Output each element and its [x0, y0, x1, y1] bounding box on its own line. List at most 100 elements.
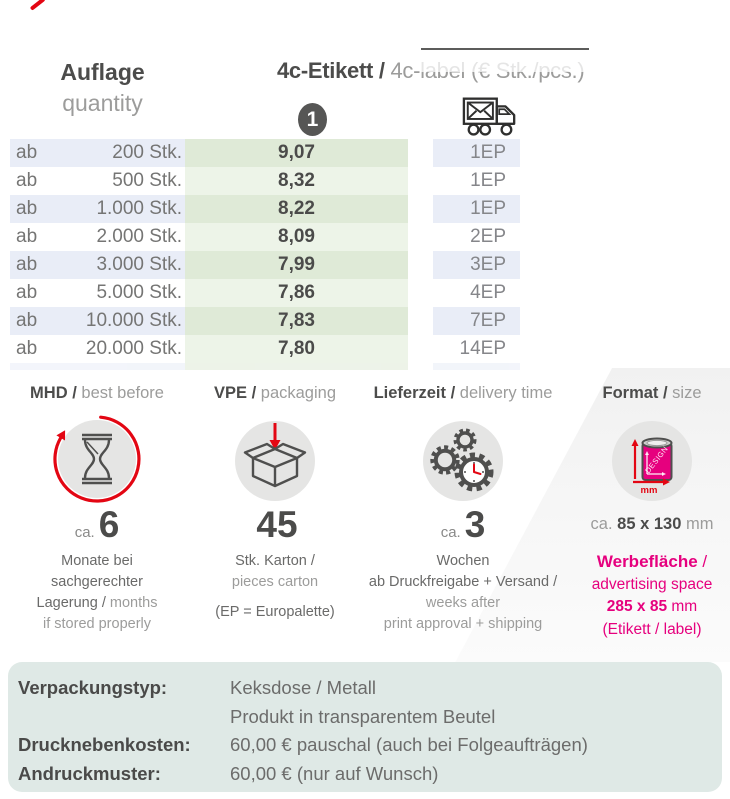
quantity-header-en: quantity: [62, 90, 143, 116]
price-cell: 7,99: [185, 251, 408, 279]
ab-prefix: ab: [16, 338, 38, 359]
vpe-value-number: 45: [256, 504, 298, 545]
envelope-delivery-truck-icon: [462, 97, 516, 136]
text-segment: Monate bei: [61, 553, 133, 569]
text-segment: advertising space: [591, 575, 713, 593]
quantity-cell: ab 500 Stk.: [10, 167, 185, 195]
red-corner-mark: [29, 0, 46, 11]
lieferzeit-description: Wochen ab Druckfreigabe + Versand / weeks …: [369, 551, 557, 635]
price-cell: 9,07: [185, 139, 408, 167]
price-row: ab 3.000 Stk. 7,99 3EP: [10, 251, 520, 279]
price-row: ab 500 Stk. 8,32 1EP: [10, 167, 520, 195]
quantity-value: 1.000 Stk.: [96, 198, 182, 219]
price-row: ab 1.000 Stk. 8,22 1EP: [10, 195, 520, 223]
quantity-value: 2.000 Stk.: [96, 226, 182, 247]
text-line: Werbefläche /: [592, 551, 713, 574]
mhd-value: ca. 6: [75, 505, 120, 549]
text-line: if stored properly: [37, 614, 158, 635]
text-segment: /: [697, 552, 708, 571]
quantity-cell: ab 10.000 Stk.: [10, 307, 185, 335]
pallets-cell: 1EP: [470, 170, 506, 191]
quantity-column-header: Auflage quantity: [30, 57, 175, 119]
text-segment: ca.: [590, 515, 618, 533]
mhd-value-prefix: ca.: [74, 524, 95, 541]
text-segment: if stored properly: [43, 616, 151, 632]
quantity-value: 500 Stk.: [112, 170, 182, 191]
text-segment: Stk. Karton /: [235, 553, 315, 569]
format-title-en: size: [672, 384, 702, 402]
price-cell: 7,83: [185, 307, 408, 335]
vpe-title: VPE / packaging: [214, 383, 336, 403]
product-title-de: 4c-Etikett /: [277, 58, 391, 83]
quantity-value: 200 Stk.: [112, 142, 182, 163]
text-segment: (EP = Europalette): [215, 604, 335, 620]
price-row: ab 200 Stk. 9,07 1EP: [10, 139, 520, 167]
lieferzeit-value-number: 3: [464, 504, 486, 545]
text-segment: 85 x 130: [617, 515, 682, 533]
details-values: Keksdose / Metall Produkt in transparente…: [230, 674, 495, 731]
vpe-title-en: packaging: [260, 384, 336, 402]
ab-prefix: ab: [16, 254, 38, 275]
text-line: Lagerung / months: [37, 593, 158, 614]
details-label: Verpackungstyp:: [18, 677, 168, 698]
details-values: 60,00 € (nur auf Wunsch): [230, 760, 438, 789]
quantity-cell: ab 2.000 Stk.: [10, 223, 185, 251]
details-label: Drucknebenkosten:: [18, 734, 191, 755]
text-segment: mm: [667, 598, 698, 615]
ab-prefix: ab: [16, 198, 38, 219]
quantity-value: 3.000 Stk.: [96, 254, 182, 275]
gears-clock-icon: [419, 413, 507, 505]
lieferzeit-value-prefix: ca.: [440, 524, 461, 541]
price-row: ab 10.000 Stk. 7,83 7EP: [10, 307, 520, 335]
pallets-cell: 3EP: [433, 251, 520, 279]
quantity-value: 5.000 Stk.: [96, 282, 182, 303]
lieferzeit-title-de: Lieferzeit /: [373, 384, 460, 402]
ab-prefix: ab: [16, 282, 38, 303]
quantity-cell: ab 1.000 Stk.: [10, 195, 185, 223]
price-cell: 7,80: [185, 335, 408, 363]
info-mhd: MHD / best before ca. 6 Monate bei sachge…: [7, 383, 187, 635]
text-segment: pieces carton: [231, 574, 319, 590]
lieferzeit-value: ca. 3: [441, 505, 486, 549]
format-size-value: ca. 85 x 130 mm: [591, 513, 714, 535]
text-segment: print approval + shipping: [383, 616, 543, 632]
price-cell: 8,09: [185, 223, 408, 251]
lieferzeit-title: Lieferzeit / delivery time: [374, 383, 553, 403]
product-details-panel: Verpackungstyp: Keksdose / Metall Produkt …: [8, 662, 722, 792]
price-row: ab 2.000 Stk. 8,09 2EP: [10, 223, 520, 251]
open-box-arrow-icon: [231, 413, 319, 505]
details-values: 60,00 € pauschal (auch bei Folgeaufträge…: [230, 731, 588, 760]
ab-prefix: ab: [16, 310, 38, 331]
details-value: Produkt in transparentem Beutel: [230, 705, 496, 727]
text-segment: Wochen: [436, 553, 490, 569]
pallets-cell: 1EP: [433, 195, 520, 223]
details-row: Drucknebenkosten: 60,00 € pauschal (auch …: [18, 731, 722, 760]
mhd-value-number: 6: [98, 504, 120, 545]
details-value: Keksdose / Metall: [230, 677, 377, 698]
quantity-header-de: Auflage: [60, 59, 145, 85]
price-cell: 8,32: [185, 167, 408, 195]
mhd-title-de: MHD /: [30, 384, 82, 402]
lieferzeit-title-en: delivery time: [459, 384, 553, 402]
details-row: Andruckmuster: 60,00 € (nur auf Wunsch): [18, 760, 722, 789]
svg-text:mm: mm: [641, 485, 658, 496]
text-line: (Etikett / label): [592, 619, 713, 642]
info-vpe: VPE / packaging 45 Stk. Karton / pieces c…: [185, 383, 365, 623]
text-line: ca. 85 x 130 mm: [591, 513, 714, 535]
price-table-rows: ab 200 Stk. 9,07 1EP ab 500 Stk. 8,32 1EP ab 1.00…: [10, 139, 520, 363]
format-title-de: Format /: [602, 384, 673, 402]
text-segment: (Etikett / label): [602, 620, 702, 638]
text-segment: 285 x 85: [606, 598, 668, 615]
ab-prefix: ab: [16, 142, 38, 163]
text-segment: sachgerechter: [51, 574, 143, 590]
text-segment: Werbefläche: [596, 552, 698, 571]
price-row: ab 20.000 Stk. 7,80 14EP: [10, 335, 520, 363]
quantity-value: 10.000 Stk.: [85, 310, 182, 331]
text-line: Stk. Karton /: [215, 551, 334, 572]
mhd-description: Monate bei sachgerechter Lagerung / months…: [37, 551, 158, 635]
details-row: Verpackungstyp: Keksdose / Metall Produkt …: [18, 674, 722, 731]
text-segment: mm: [681, 515, 714, 533]
ab-prefix: ab: [16, 170, 38, 191]
pallets-cell: 14EP: [459, 338, 506, 359]
